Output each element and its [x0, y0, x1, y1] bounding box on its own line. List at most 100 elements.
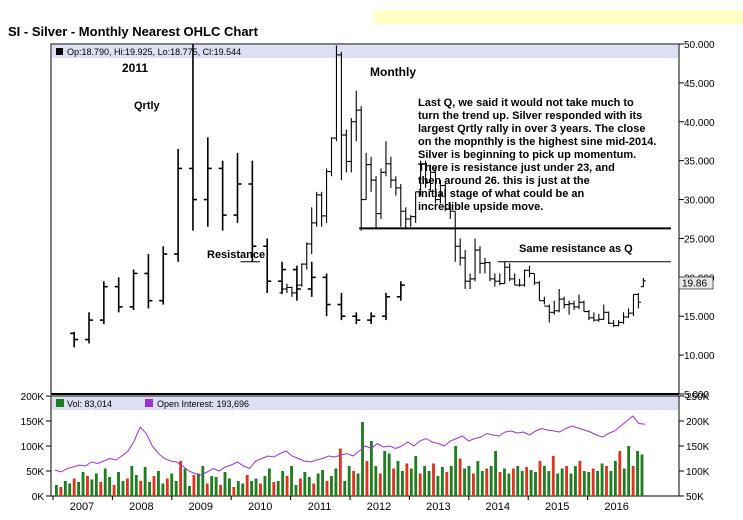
- annotation-monthly: Monthly: [370, 65, 416, 79]
- oi-tick-label: 200K: [686, 417, 710, 428]
- ohlc-bar: [373, 176, 379, 230]
- note-line: Last Q, we said it would not take much t…: [418, 97, 634, 109]
- ohlc-bar: [348, 117, 354, 173]
- ohlc-bar: [512, 273, 518, 286]
- volume-bar: [77, 482, 81, 496]
- ohlc-bar: [114, 277, 123, 313]
- ohlc-bar: [382, 292, 390, 321]
- volume-bar: [440, 467, 444, 496]
- volume-bar: [471, 473, 475, 496]
- volume-bar: [117, 472, 120, 496]
- ohlc-bar: [403, 207, 409, 230]
- ohlc-bar: [337, 292, 346, 321]
- oi-legend-swatch: [145, 399, 153, 407]
- ohlc-bar: [263, 238, 272, 293]
- volume-bar: [423, 466, 427, 496]
- volume-bar: [263, 476, 267, 496]
- ohlc-bar: [571, 300, 577, 310]
- ohlc-bar: [517, 278, 523, 287]
- ohlc-bar: [203, 137, 212, 227]
- volume-bar: [480, 471, 484, 496]
- note-line: largest Qrtly rally in over 3 years. The…: [418, 123, 646, 135]
- x-tick-label: 2016: [604, 501, 628, 513]
- ohlc-bar: [218, 160, 227, 231]
- volume-bar: [538, 461, 542, 496]
- volume-bar: [72, 478, 76, 496]
- volume-bar: [205, 483, 209, 496]
- volume-bar: [94, 473, 98, 496]
- volume-bar: [241, 483, 245, 496]
- volume-bar: [454, 446, 458, 496]
- volume-bar: [210, 476, 214, 496]
- volume-bar: [139, 481, 143, 496]
- volume-bar: [338, 448, 342, 496]
- volume-axis: 0K 50K 100K 150K 200K 50K 100K 150K 200K 250K: [21, 392, 710, 503]
- volume-bar: [125, 478, 129, 496]
- volume-bar: [170, 473, 174, 496]
- resistance-lines: [240, 227, 672, 263]
- ohlc-bar: [413, 191, 419, 223]
- ohlc-bar: [378, 168, 384, 219]
- chart-title: SI - Silver - Monthly Nearest OHLC Chart: [8, 24, 258, 39]
- ohlc-bar: [487, 261, 493, 282]
- ohlc-bar: [467, 273, 473, 289]
- ohlc-bar: [457, 238, 463, 266]
- volume-bar: [161, 483, 165, 496]
- volume-bar: [409, 468, 413, 496]
- volume-bar: [103, 468, 107, 496]
- volume-bar: [485, 468, 489, 496]
- ohlc-bar: [314, 191, 320, 227]
- volume-bar: [201, 466, 205, 496]
- volume-bar: [179, 461, 183, 496]
- ohlc-bar: [546, 304, 552, 323]
- price-tick-label: 30.000: [684, 196, 715, 207]
- ohlc-bar: [299, 263, 305, 287]
- ohlc-bar: [383, 141, 389, 177]
- volume-bar: [445, 472, 449, 496]
- volume-bar: [631, 466, 635, 496]
- ohlc-bar: [586, 310, 592, 321]
- volume-bar: [330, 476, 333, 496]
- ohlc-bar: [621, 312, 627, 324]
- volume-bar: [449, 466, 453, 496]
- ohlc-bar: [353, 90, 359, 142]
- price-tick-label: 45.000: [684, 79, 715, 90]
- ohlc-bar: [432, 168, 438, 204]
- ohlc-bar: [338, 51, 344, 181]
- ohlc-bar: [452, 210, 458, 262]
- note-line: then around 26. this is just at the: [418, 175, 590, 187]
- ohlc-bar: [492, 273, 498, 287]
- ohlc-bar: [576, 294, 582, 310]
- ohlc-bar: [418, 160, 424, 196]
- ohlc-bar: [304, 242, 310, 270]
- ohlc-bar: [329, 137, 334, 177]
- ohlc-bar: [423, 160, 429, 188]
- ohlc-bar: [233, 152, 242, 223]
- volume-bar: [134, 475, 138, 496]
- ohlc-bar: [472, 238, 478, 282]
- volume-bar: [312, 483, 316, 496]
- ohlc-bar: [144, 254, 153, 309]
- volume-bar: [188, 486, 191, 496]
- vol-tick-label: 200K: [21, 392, 45, 403]
- x-tick-label: 2015: [545, 501, 569, 513]
- volume-bar: [321, 470, 325, 496]
- volume-bar: [81, 472, 85, 496]
- x-tick-label: 2007: [70, 501, 94, 513]
- oi-tick-label: 50K: [686, 492, 704, 503]
- ohlc-bar: [561, 296, 567, 309]
- vol-tick-label: 50K: [26, 467, 44, 478]
- ohlc-bar: [447, 203, 453, 219]
- volume-bar: [63, 481, 67, 496]
- volume-bar: [343, 481, 347, 496]
- annotation-resistance: Resistance: [207, 249, 266, 261]
- price-tick-label: 40.000: [684, 118, 715, 129]
- volume-bar: [214, 477, 218, 496]
- price-axis: 5.00010.00015.00020.00025.00030.00035.00…: [679, 40, 715, 401]
- ohlc-bar: [159, 246, 168, 305]
- volume-bar: [432, 463, 435, 496]
- volume-bar: [334, 468, 338, 496]
- ohlc-bar: [640, 277, 646, 288]
- x-tick-label: 2011: [308, 501, 332, 513]
- volume-legend-band: [52, 397, 678, 410]
